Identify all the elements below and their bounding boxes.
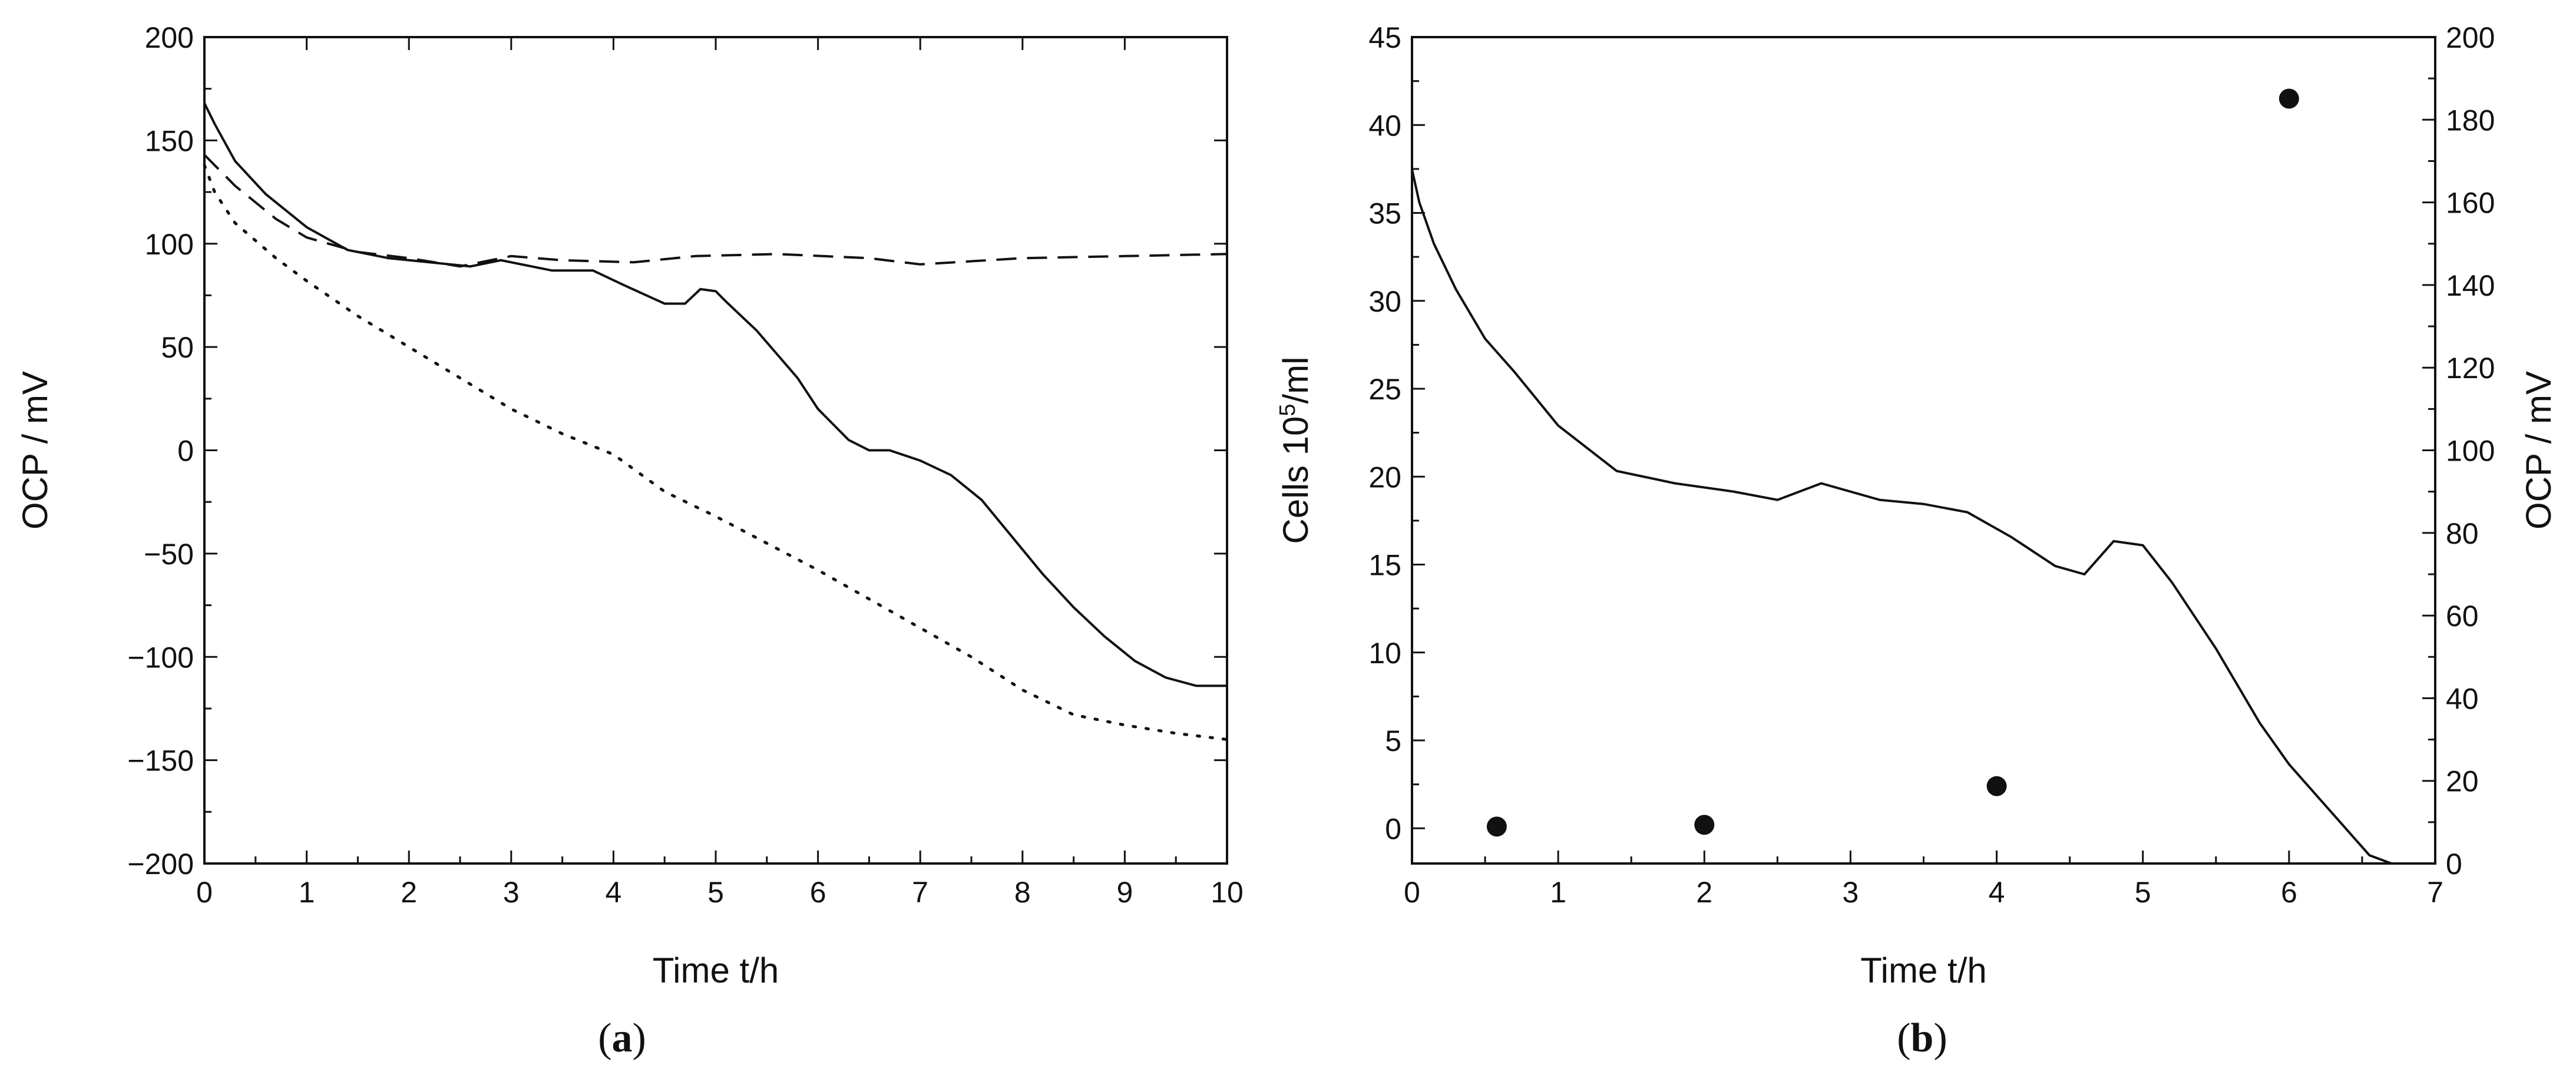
chart-a-series-solid-line bbox=[203, 102, 1227, 687]
chart-b-left-axis-title-sup: 5 bbox=[1275, 404, 1300, 416]
chart-b-left-axis-title-main: Cells 10 bbox=[1276, 416, 1315, 544]
chart-a-x-tick-label: 7 bbox=[912, 876, 928, 909]
chart-b-left-y-tick-label: 35 bbox=[1368, 197, 1401, 230]
chart-a-y-tick-label: 0 bbox=[177, 435, 194, 468]
chart-a-y-tick-label: −150 bbox=[127, 745, 194, 777]
chart-b-panel-label: (b) bbox=[1897, 1015, 1947, 1061]
chart-a-x-tick-label: 9 bbox=[1116, 876, 1133, 909]
chart-b-left-axis-title-suffix: /ml bbox=[1276, 357, 1315, 404]
chart-b-left-y-tick-label: 10 bbox=[1368, 637, 1401, 670]
chart-b-cells-point bbox=[1986, 776, 2007, 796]
chart-a-panel-label: (a) bbox=[598, 1015, 646, 1061]
chart-a-plot-frame bbox=[203, 36, 1228, 865]
chart-b-cells-point bbox=[1486, 816, 1507, 837]
chart-a-x-axis-title: Time t/h bbox=[653, 951, 779, 990]
chart-b-marks bbox=[1411, 88, 2435, 865]
chart-b-right-y-tick-label: 100 bbox=[2446, 435, 2495, 468]
chart-a-x-tick-label: 6 bbox=[810, 876, 826, 909]
chart-a-panel-letter: a bbox=[612, 1015, 633, 1061]
chart-a-x-tick-label: 2 bbox=[401, 876, 417, 909]
chart-a-x-tick-label: 10 bbox=[1211, 876, 1244, 909]
chart-b-x-tick-label: 3 bbox=[1843, 876, 1859, 909]
chart-a-x-tick-label: 4 bbox=[605, 876, 621, 909]
chart-a-y-tick-label: 100 bbox=[145, 228, 194, 261]
chart-b-right-y-tick-label: 20 bbox=[2446, 765, 2479, 798]
chart-a-ticks: 0 1 2 3 4 5 6 7 8 9 10 200 150 100 50 0 −50 −100 −150 −200 bbox=[127, 21, 1243, 909]
chart-a-y-tick-label: 200 bbox=[145, 21, 194, 54]
chart-a-y-axis-title: OCP / mV bbox=[15, 371, 55, 530]
chart-b-right-y-tick-label: 200 bbox=[2446, 21, 2495, 54]
chart-a-y-tick-label: −50 bbox=[144, 538, 194, 571]
chart-b-right-y-tick-label: 60 bbox=[2446, 600, 2479, 633]
chart-b-x-axis-title: Time t/h bbox=[1860, 951, 1986, 990]
chart-b-cells-point bbox=[1694, 815, 1715, 835]
chart-b-left-y-tick-label: 5 bbox=[1385, 724, 1401, 757]
chart-b-left-y-tick-label: 30 bbox=[1368, 285, 1401, 318]
chart-a-x-tick-label: 1 bbox=[299, 876, 315, 909]
chart-b-x-tick-label: 5 bbox=[2135, 876, 2151, 909]
chart-b-x-tick-label: 1 bbox=[1550, 876, 1566, 909]
chart-b-cells-point bbox=[2279, 88, 2299, 109]
chart-a-series-dashed-line bbox=[203, 154, 1228, 268]
chart-panel-a: 0 1 2 3 4 5 6 7 8 9 10200150100500−50−100−150−200 … bbox=[15, 21, 1244, 1061]
chart-b-x-tick-label: 4 bbox=[1989, 876, 2005, 909]
chart-panel-b: 0 1 2 3 4 5 6 705101520253035404502040608010012… bbox=[1275, 21, 2558, 1061]
chart-b-right-axis-title: OCP / mV bbox=[2519, 371, 2558, 530]
chart-b-x-tick-label: 7 bbox=[2427, 876, 2443, 909]
chart-b-x-tick-label: 2 bbox=[1696, 876, 1712, 909]
chart-a-y-tick-label: −200 bbox=[127, 848, 194, 881]
chart-b-right-y-tick-label: 180 bbox=[2446, 104, 2495, 137]
chart-b-left-y-tick-label: 45 bbox=[1368, 21, 1401, 54]
chart-b-right-y-tick-label: 160 bbox=[2446, 187, 2495, 220]
chart-b-ocp-line bbox=[1411, 169, 2435, 865]
chart-b-left-y-tick-label: 25 bbox=[1368, 373, 1401, 406]
chart-b-right-y-tick-label: 0 bbox=[2446, 848, 2462, 881]
chart-a-y-tick-label: 150 bbox=[145, 124, 194, 157]
chart-a-x-tick-label: 8 bbox=[1014, 876, 1031, 909]
chart-a-y-tick-label: −100 bbox=[127, 641, 194, 674]
chart-b-left-y-tick-label: 15 bbox=[1368, 549, 1401, 582]
chart-a-y-tick-label: 50 bbox=[161, 331, 194, 364]
chart-b-x-tick-label: 6 bbox=[2281, 876, 2297, 909]
chart-b-left-y-tick-label: 0 bbox=[1385, 812, 1401, 845]
chart-b-panel-letter: b bbox=[1911, 1015, 1934, 1061]
chart-b-plot-frame bbox=[1411, 36, 2436, 865]
chart-a-x-tick-label: 0 bbox=[196, 876, 213, 909]
chart-a-x-tick-label: 3 bbox=[503, 876, 520, 909]
chart-b-left-axis-title: Cells 105/ml bbox=[1275, 357, 1315, 544]
chart-b-right-y-tick-label: 40 bbox=[2446, 682, 2479, 715]
chart-a-marks bbox=[203, 102, 1229, 741]
chart-b-right-y-tick-label: 80 bbox=[2446, 517, 2479, 550]
chart-b-left-y-tick-label: 40 bbox=[1368, 109, 1401, 142]
chart-b-x-tick-label: 0 bbox=[1404, 876, 1420, 909]
chart-b-right-y-tick-label: 140 bbox=[2446, 269, 2495, 302]
chart-a-x-tick-label: 5 bbox=[707, 876, 724, 909]
chart-b-left-y-tick-label: 20 bbox=[1368, 461, 1401, 494]
chart-b-right-y-tick-label: 120 bbox=[2446, 352, 2495, 385]
chart-b-ticks: 0 1 2 3 4 5 6 705101520253035404502040608010012… bbox=[1368, 21, 2495, 909]
chart-a-series-dotted-line bbox=[203, 164, 1229, 741]
